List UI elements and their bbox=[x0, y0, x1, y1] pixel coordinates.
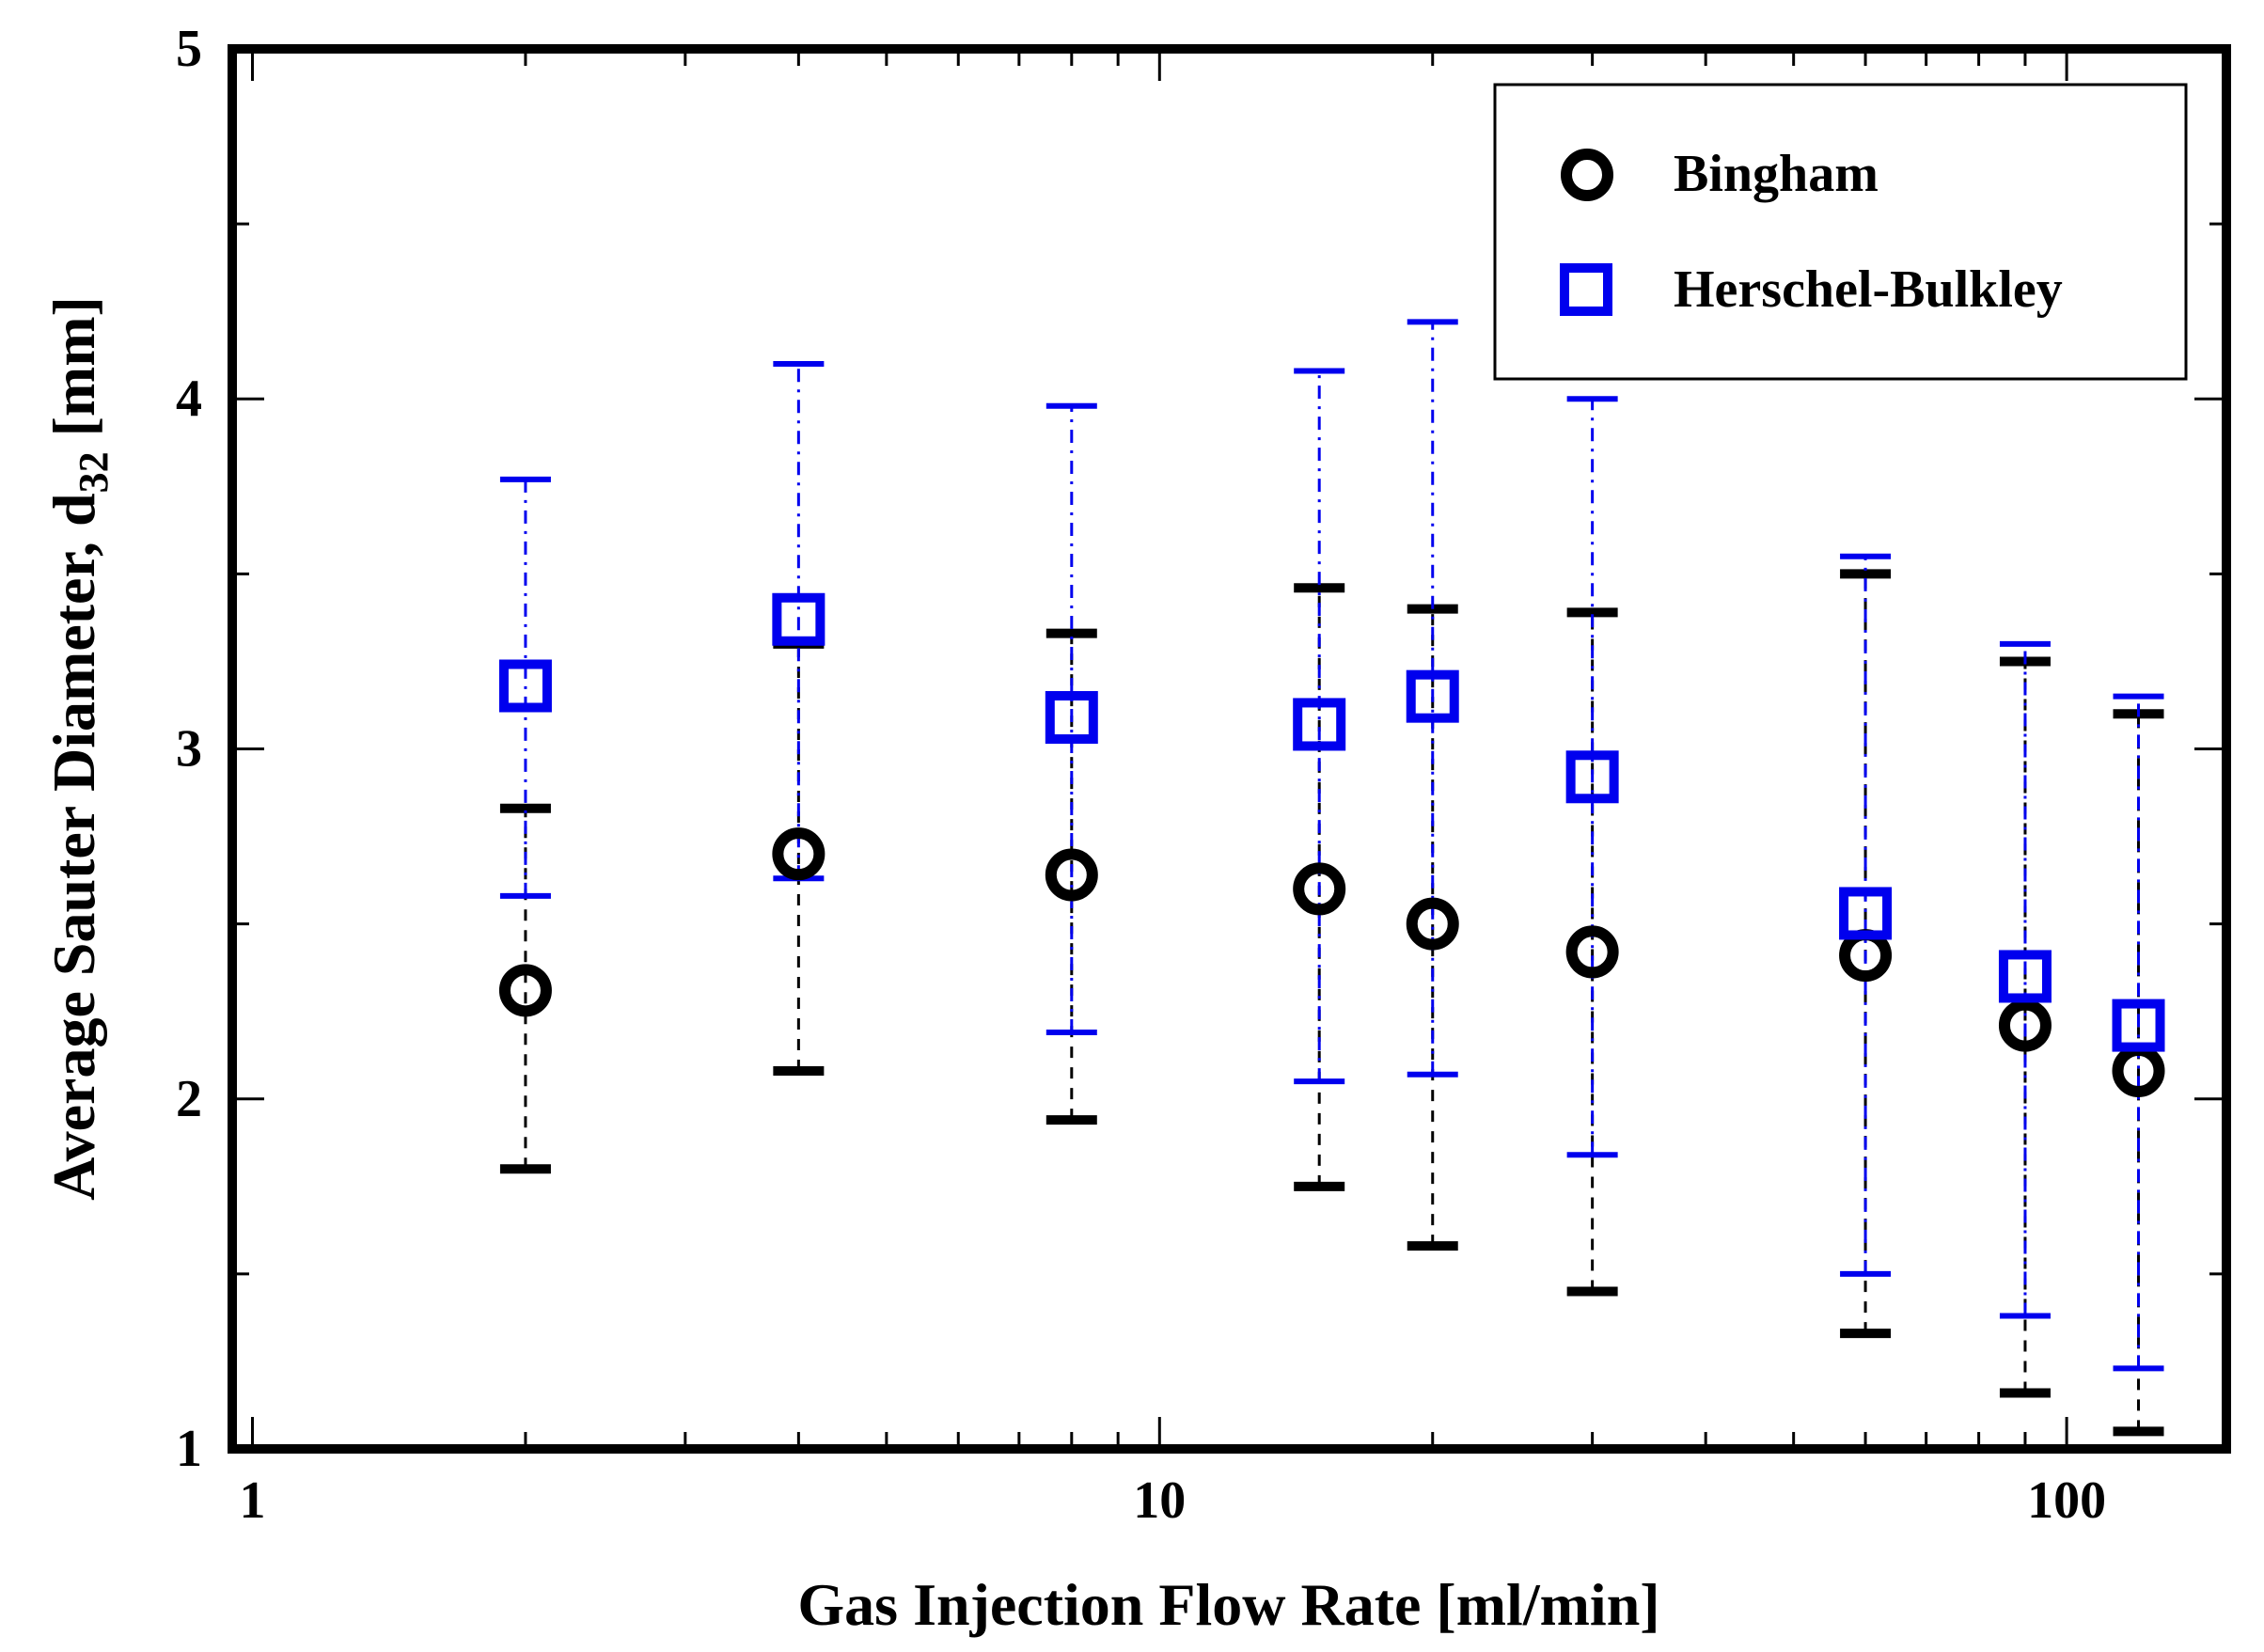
legend: Bingham Herschel-Bulkley bbox=[1493, 83, 2188, 381]
y-tick-label: 2 bbox=[176, 1070, 202, 1128]
bingham-point bbox=[498, 964, 552, 1017]
herschel-bulkley-point bbox=[1565, 750, 1619, 804]
herschel-bulkley-point bbox=[1045, 690, 1098, 744]
bingham-point bbox=[1406, 897, 1459, 951]
x-axis-title: Gas Injection Flow Rate [ml/min] bbox=[797, 1571, 1659, 1638]
bingham-point bbox=[1293, 862, 1346, 916]
tick-labels: 1 10 100 1 2 3 4 5 bbox=[176, 20, 2106, 1530]
bingham-point bbox=[1045, 848, 1098, 902]
bingham-point bbox=[1565, 925, 1619, 979]
y-axis-title: Average Sauter Diameter, d32 [mm] bbox=[40, 296, 117, 1201]
bingham-point bbox=[772, 827, 825, 881]
data-markers bbox=[498, 592, 2165, 1097]
y-tick-label: 1 bbox=[176, 1420, 202, 1478]
legend-label-bingham: Bingham bbox=[1674, 145, 1879, 203]
x-tick-label: 10 bbox=[1133, 1471, 1186, 1530]
y-axis-title-main: Average Sauter Diameter, d bbox=[40, 493, 107, 1200]
herschel-bulkley-point bbox=[772, 592, 825, 646]
legend-marker-bingham bbox=[1561, 149, 1613, 201]
y-tick-label: 4 bbox=[176, 370, 202, 428]
x-tick-label: 1 bbox=[239, 1471, 265, 1530]
legend-box bbox=[1493, 83, 2188, 381]
y-tick-label: 5 bbox=[176, 20, 202, 78]
x-tick-label: 100 bbox=[2027, 1471, 2106, 1530]
herschel-bulkley-point bbox=[2112, 999, 2165, 1052]
y-axis-title-subscript: 32 bbox=[71, 451, 117, 493]
legend-marker-herschel-bulkley bbox=[1560, 263, 1612, 316]
herschel-bulkley-point bbox=[1998, 950, 2052, 1003]
legend-label-herschel-bulkley: Herschel-Bulkley bbox=[1674, 260, 2063, 319]
y-axis-title-unit: [mm] bbox=[40, 296, 107, 451]
bingham-point bbox=[1998, 999, 2052, 1052]
plot-frame bbox=[228, 44, 2231, 1454]
y-tick-label: 3 bbox=[176, 720, 202, 779]
herschel-bulkley-point bbox=[1406, 669, 1459, 723]
herschel-bulkley-point bbox=[1293, 698, 1346, 751]
herschel-bulkley-point bbox=[498, 659, 552, 713]
herschel-bulkley-point bbox=[1839, 887, 1893, 940]
